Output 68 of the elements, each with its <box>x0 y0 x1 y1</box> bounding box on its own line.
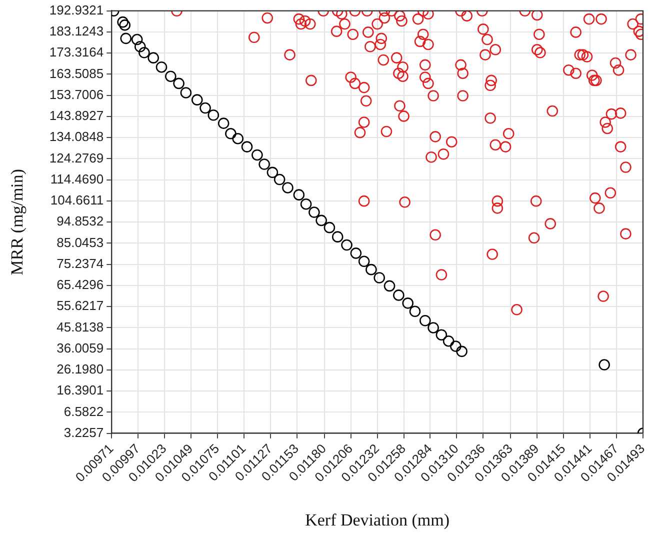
point <box>165 70 176 82</box>
y-tick-label: 183.1243 <box>49 24 104 39</box>
point <box>241 141 253 152</box>
point <box>180 87 192 98</box>
y-tick-label: 143.8927 <box>49 108 104 124</box>
point <box>436 329 448 340</box>
point <box>252 149 263 161</box>
point <box>156 61 168 73</box>
point <box>293 189 305 200</box>
point <box>374 272 385 284</box>
y-tick-label: 3.2257 <box>64 424 104 440</box>
point <box>232 132 244 144</box>
y-tick-label: 75.2374 <box>56 256 104 271</box>
point <box>131 34 143 46</box>
y-tick-label: 85.0453 <box>56 234 104 250</box>
point <box>148 52 160 64</box>
y-tick-label: 16.3901 <box>56 382 104 398</box>
point <box>208 109 220 121</box>
y-tick-label: 26.1980 <box>56 362 104 377</box>
point <box>366 264 377 276</box>
y-tick-label: 6.5822 <box>64 404 104 419</box>
y-tick-label: 45.8138 <box>56 319 104 334</box>
point <box>450 340 462 352</box>
point <box>598 359 610 370</box>
y-tick-label: 153.7006 <box>49 86 104 102</box>
point <box>300 198 312 210</box>
y-tick-label: 124.2769 <box>49 150 104 166</box>
point <box>316 214 327 226</box>
point <box>120 32 132 44</box>
point <box>324 222 336 234</box>
y-tick-label: 163.5085 <box>49 66 104 81</box>
y-tick-label: 36.0059 <box>56 340 104 356</box>
point <box>341 239 352 251</box>
point <box>274 174 286 186</box>
point <box>420 314 431 326</box>
y-tick-label: 94.8532 <box>56 214 104 229</box>
y-tick-label: 114.4690 <box>50 171 104 186</box>
point <box>428 322 439 334</box>
point <box>393 290 404 301</box>
y-axis-title: MRR (mg/min) <box>8 168 27 276</box>
point <box>134 40 146 52</box>
point <box>442 335 454 347</box>
point <box>266 166 278 178</box>
point <box>119 19 131 31</box>
point <box>258 158 270 170</box>
point <box>402 298 414 309</box>
point <box>409 306 421 318</box>
point <box>117 16 128 28</box>
y-tick-label: 55.6217 <box>56 298 104 314</box>
point <box>173 78 184 90</box>
point <box>225 128 236 140</box>
point <box>282 182 294 194</box>
x-axis-title: Kerf Deviation (mm) <box>305 510 450 530</box>
y-tick-label: 104.6611 <box>50 192 104 208</box>
point <box>456 346 468 358</box>
y-tick-label: 65.4296 <box>56 277 104 292</box>
y-tick-label: 134.0848 <box>49 129 104 144</box>
point <box>350 248 362 259</box>
point <box>138 47 150 58</box>
point <box>218 118 230 129</box>
point <box>332 231 344 242</box>
y-tick-label: 192.9321 <box>49 2 104 18</box>
point <box>191 94 203 106</box>
point <box>200 102 211 114</box>
point <box>308 206 320 218</box>
y-tick-label: 173.3164 <box>49 44 104 60</box>
point <box>384 280 396 292</box>
point <box>358 256 370 268</box>
